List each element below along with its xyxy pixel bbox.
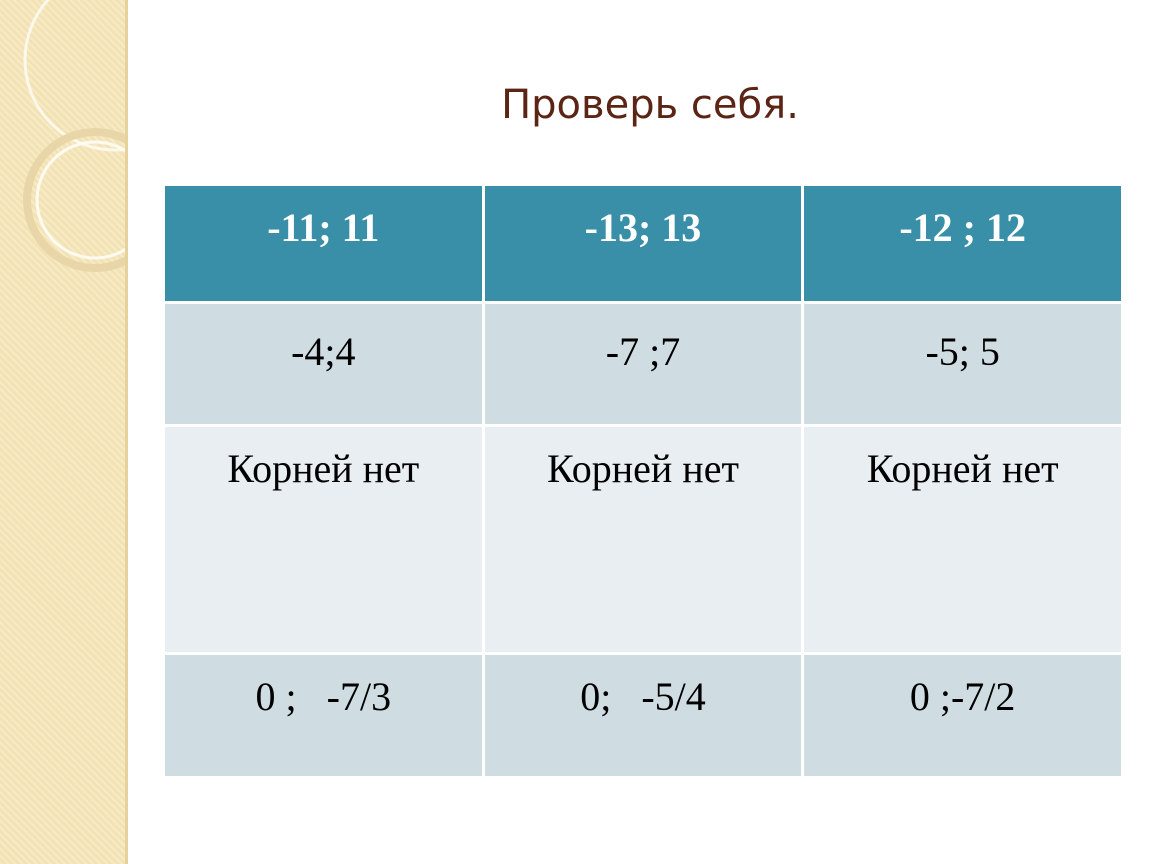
cell: -5; 5 [801,301,1124,427]
cell: 0 ; -7/3 [162,652,485,779]
header-cell: -12 ; 12 [801,183,1124,304]
cell: -4;4 [162,301,485,427]
row: -4;4 -7 ;7 -5; 5 [162,301,1124,427]
decor-strip [0,0,207,864]
cell: Корней нет [481,424,805,655]
cell: Корней нет [801,424,1124,655]
cell: -7 ;7 [481,301,805,427]
row: Корней нет Корней нет Корней нет [162,424,1124,655]
cell: 0 ;-7/2 [801,652,1124,779]
cell: Корней нет [162,424,485,655]
header-cell: -13; 13 [481,183,805,304]
title: Проверь себя. [501,82,799,128]
decor-circles [23,0,207,272]
header-cell: -11; 11 [162,183,485,304]
header-row: -11; 11 -13; 13 -12 ; 12 [162,183,1124,304]
row: 0 ; -7/3 0; -5/4 0 ;-7/2 [162,652,1124,779]
cell: 0; -5/4 [481,652,805,779]
answer-table: -11; 11 -13; 13 -12 ; 12 -4;4 -7 ;7 -5; … [162,183,1124,779]
